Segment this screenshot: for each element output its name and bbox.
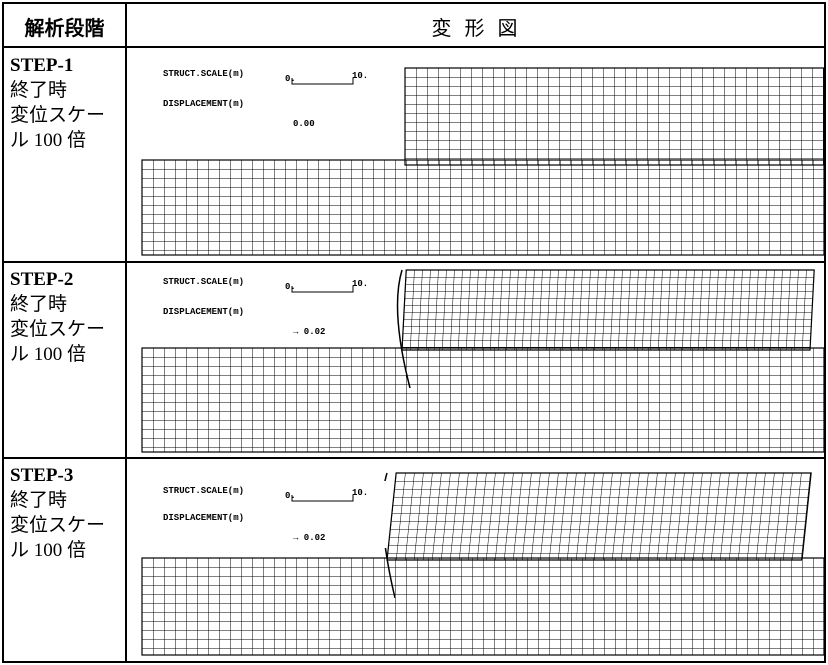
displacement-value: 0.00 bbox=[293, 119, 315, 129]
mesh bbox=[386, 472, 812, 561]
upper-mesh bbox=[386, 472, 812, 561]
scale-end: 10. bbox=[352, 488, 368, 498]
displacement-value: → 0.02 bbox=[293, 327, 325, 337]
stage-label-line: STEP-1 bbox=[10, 55, 74, 76]
row-divider bbox=[2, 457, 826, 459]
scale-end: 10. bbox=[352, 279, 368, 289]
stage-label-line: ル 100 倍 bbox=[10, 540, 87, 561]
stage-label-line: 終了時 bbox=[10, 490, 68, 511]
displacement-value: → 0.02 bbox=[293, 533, 325, 543]
mesh bbox=[404, 67, 824, 166]
stage-label-line: 変位スケー bbox=[10, 319, 106, 340]
header-divider bbox=[2, 46, 826, 48]
label-bg bbox=[157, 481, 387, 548]
displacement-label: DISPLACEMENT(m) bbox=[163, 513, 244, 523]
stage-label-line: STEP-3 bbox=[10, 465, 74, 486]
deformed-edge bbox=[396, 269, 411, 389]
mesh bbox=[141, 557, 824, 656]
scale-start: 0. bbox=[285, 491, 296, 501]
scale-bar bbox=[291, 286, 354, 293]
stage-label-line: ル 100 倍 bbox=[10, 130, 87, 151]
stage-header: 解析段階 bbox=[24, 18, 105, 40]
column-divider bbox=[125, 2, 127, 663]
mesh bbox=[141, 347, 824, 453]
label-bg bbox=[157, 272, 387, 342]
upper-mesh bbox=[404, 67, 824, 166]
mesh bbox=[401, 269, 815, 351]
stage-label-line: STEP-2 bbox=[10, 269, 74, 290]
scale-start: 0. bbox=[285, 74, 296, 84]
stage-label-line: ル 100 倍 bbox=[10, 344, 87, 365]
stage-label-line: 変位スケー bbox=[10, 515, 106, 536]
stage-label-line: 終了時 bbox=[10, 80, 68, 101]
deformation-figure: STRUCT.SCALE(m) 0. 10. DISPLACEMENT(m) → 0.0… bbox=[141, 269, 824, 453]
scale-end: 10. bbox=[352, 71, 368, 81]
lower-mesh bbox=[141, 557, 824, 656]
figure-header: 変 形 図 bbox=[431, 18, 522, 40]
struct-scale-label: STRUCT.SCALE(m) bbox=[163, 486, 244, 496]
lower-mesh bbox=[141, 159, 824, 256]
lower-mesh bbox=[141, 347, 824, 453]
deformation-figure: STRUCT.SCALE(m) 0. 10. DISPLACEMENT(m) 0.00 bbox=[141, 64, 824, 256]
scale-bar bbox=[291, 78, 354, 85]
displacement-label: DISPLACEMENT(m) bbox=[163, 307, 244, 317]
row-divider bbox=[2, 261, 826, 263]
scale-start: 0. bbox=[285, 282, 296, 292]
label-bg bbox=[157, 64, 387, 134]
struct-scale-label: STRUCT.SCALE(m) bbox=[163, 277, 244, 287]
stage-label-line: 変位スケー bbox=[10, 105, 106, 126]
mesh bbox=[141, 159, 824, 256]
struct-scale-label: STRUCT.SCALE(m) bbox=[163, 69, 244, 79]
displacement-label: DISPLACEMENT(m) bbox=[163, 99, 244, 109]
upper-mesh bbox=[401, 269, 815, 351]
deformation-figure: STRUCT.SCALE(m) 0. 10. DISPLACEMENT(m) → 0.0… bbox=[141, 472, 824, 656]
scale-bar bbox=[291, 495, 354, 502]
stage-label-line: 終了時 bbox=[10, 294, 68, 315]
